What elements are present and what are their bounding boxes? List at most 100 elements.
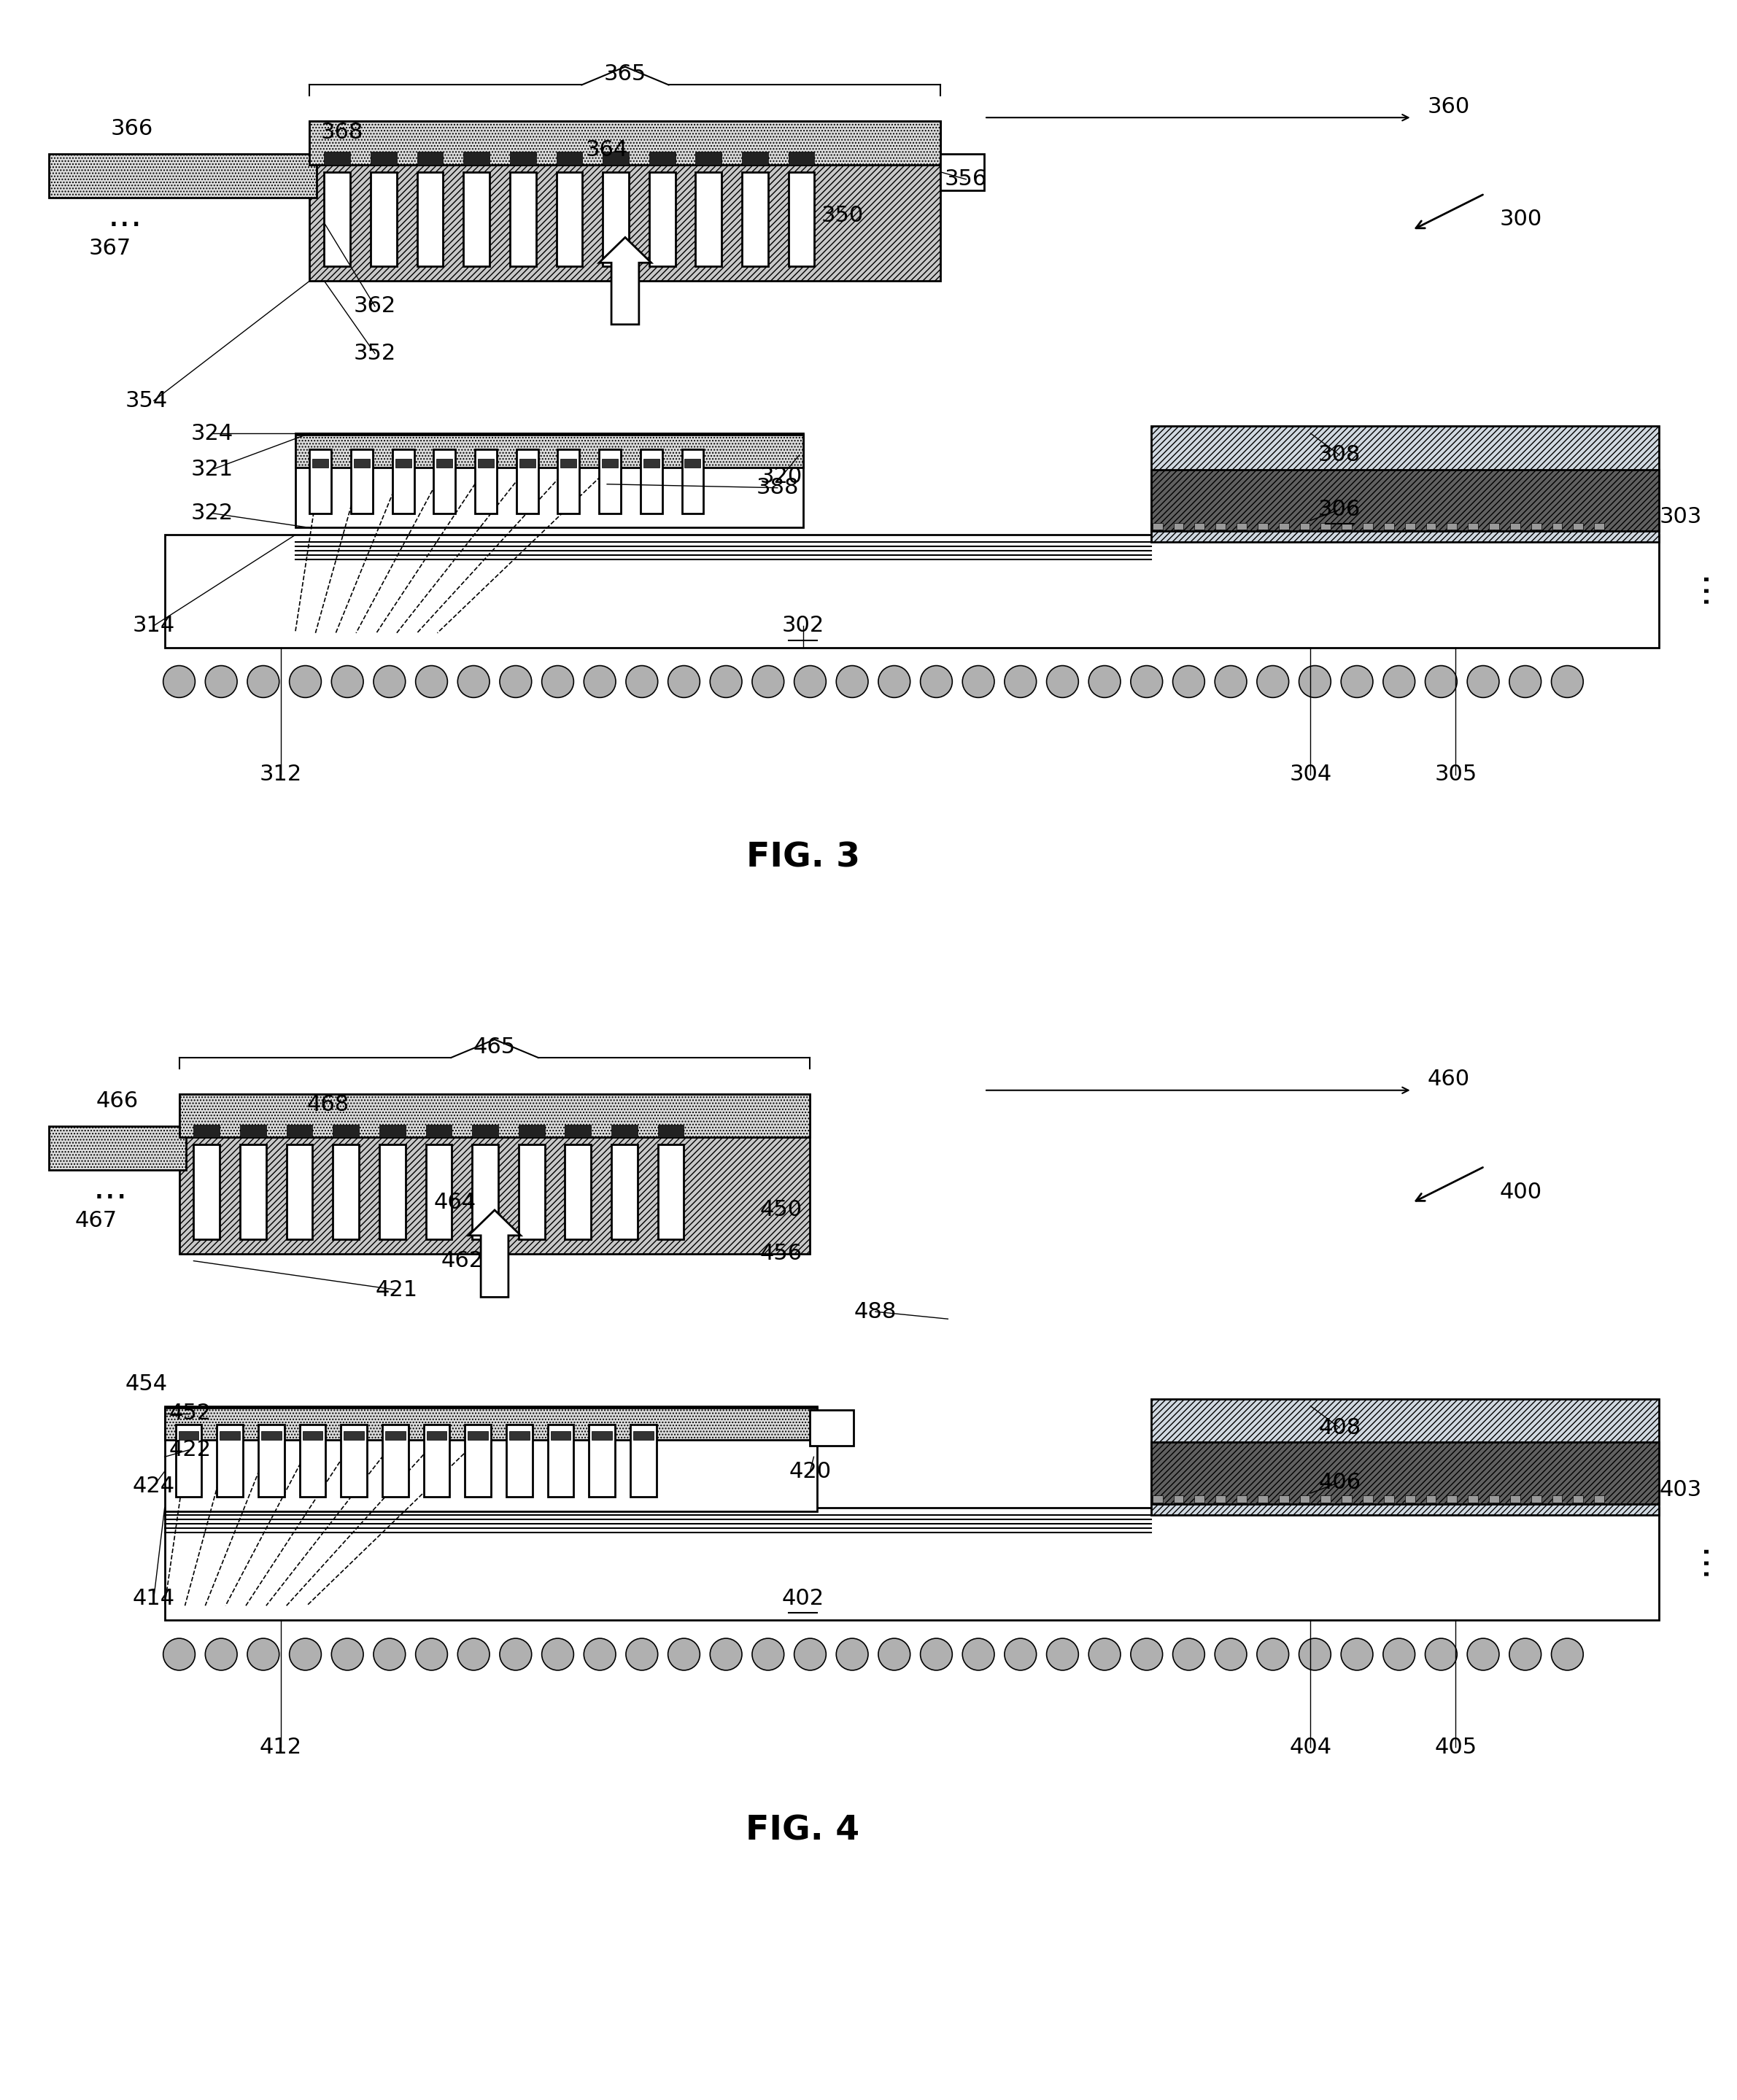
Bar <box>505 1424 532 1497</box>
Text: 408: 408 <box>1318 1418 1360 1438</box>
Text: ...: ... <box>92 1172 127 1205</box>
Bar <box>1426 1495 1436 1504</box>
Circle shape <box>1551 1638 1582 1669</box>
Text: 314: 314 <box>132 615 175 636</box>
Bar <box>603 172 629 267</box>
Bar <box>695 151 721 164</box>
Bar <box>396 458 412 468</box>
Circle shape <box>247 1638 280 1669</box>
Bar <box>561 458 577 468</box>
Bar <box>379 1144 405 1239</box>
Bar <box>1553 1495 1562 1504</box>
Text: 466: 466 <box>96 1090 139 1111</box>
Bar <box>519 458 535 468</box>
Bar <box>436 458 453 468</box>
Bar <box>379 1124 405 1138</box>
Text: 321: 321 <box>191 460 233 481</box>
Circle shape <box>247 666 280 697</box>
Bar <box>1447 1495 1457 1504</box>
Text: 303: 303 <box>1659 506 1702 527</box>
Bar <box>547 1424 573 1497</box>
Bar <box>599 449 620 512</box>
Bar <box>1509 1495 1520 1504</box>
Bar <box>641 449 662 512</box>
Bar <box>179 1094 809 1138</box>
Bar <box>309 122 941 164</box>
Bar <box>370 172 396 267</box>
Bar <box>464 151 490 164</box>
Bar <box>941 153 985 191</box>
Circle shape <box>500 1638 532 1669</box>
Bar <box>287 1144 313 1239</box>
Bar <box>464 172 490 267</box>
Bar <box>684 458 700 468</box>
Bar <box>1299 1495 1310 1504</box>
Bar <box>519 1144 545 1239</box>
Bar <box>467 1432 488 1441</box>
Text: 302: 302 <box>782 615 823 636</box>
Circle shape <box>205 666 238 697</box>
Circle shape <box>1299 1638 1331 1669</box>
Text: 468: 468 <box>306 1094 349 1115</box>
Bar <box>558 449 580 512</box>
Text: 388: 388 <box>756 477 799 498</box>
Bar <box>1152 426 1659 542</box>
Bar <box>1152 1399 1659 1514</box>
Bar <box>340 1424 367 1497</box>
Circle shape <box>1383 1638 1416 1669</box>
Text: 404: 404 <box>1289 1737 1332 1758</box>
Bar <box>165 1407 818 1441</box>
Bar <box>165 536 1659 647</box>
Circle shape <box>1214 1638 1247 1669</box>
Bar <box>295 435 802 468</box>
Bar <box>589 1424 615 1497</box>
Circle shape <box>794 1638 827 1669</box>
Bar <box>1152 470 1659 531</box>
Text: 452: 452 <box>168 1403 212 1424</box>
Text: 454: 454 <box>125 1373 168 1394</box>
Text: 462: 462 <box>441 1249 483 1270</box>
Bar <box>1509 523 1520 529</box>
Bar <box>1530 523 1541 529</box>
Bar <box>217 1424 243 1497</box>
Text: 308: 308 <box>1318 445 1360 466</box>
Text: 306: 306 <box>1318 500 1360 521</box>
Bar <box>1384 1495 1395 1504</box>
Bar <box>474 449 497 512</box>
Bar <box>175 1424 201 1497</box>
Circle shape <box>752 1638 783 1669</box>
Text: 362: 362 <box>354 296 396 317</box>
Text: 465: 465 <box>474 1035 516 1056</box>
Circle shape <box>752 666 783 697</box>
Bar <box>334 1144 360 1239</box>
Bar <box>427 1432 446 1441</box>
Bar <box>417 151 443 164</box>
Text: 421: 421 <box>375 1279 419 1300</box>
Bar <box>426 1124 452 1138</box>
Bar <box>49 1126 186 1170</box>
Bar <box>592 1432 611 1441</box>
Bar <box>1174 1495 1183 1504</box>
Text: 365: 365 <box>604 63 646 84</box>
Circle shape <box>1004 1638 1037 1669</box>
Bar <box>1152 1443 1659 1504</box>
Text: 324: 324 <box>191 422 233 443</box>
Circle shape <box>1004 666 1037 697</box>
Text: 350: 350 <box>822 206 863 227</box>
Circle shape <box>1131 1638 1162 1669</box>
Circle shape <box>163 1638 195 1669</box>
Text: 368: 368 <box>321 122 363 143</box>
Bar <box>313 458 328 468</box>
Bar <box>1530 1495 1541 1504</box>
Bar <box>193 1124 221 1138</box>
Bar <box>1595 523 1605 529</box>
Text: 406: 406 <box>1318 1472 1360 1493</box>
Text: 488: 488 <box>855 1302 896 1323</box>
Bar <box>1426 523 1436 529</box>
Circle shape <box>669 666 700 697</box>
Circle shape <box>625 1638 658 1669</box>
Circle shape <box>290 1638 321 1669</box>
Bar <box>424 1424 450 1497</box>
Bar <box>650 151 676 164</box>
Text: 424: 424 <box>132 1476 175 1497</box>
